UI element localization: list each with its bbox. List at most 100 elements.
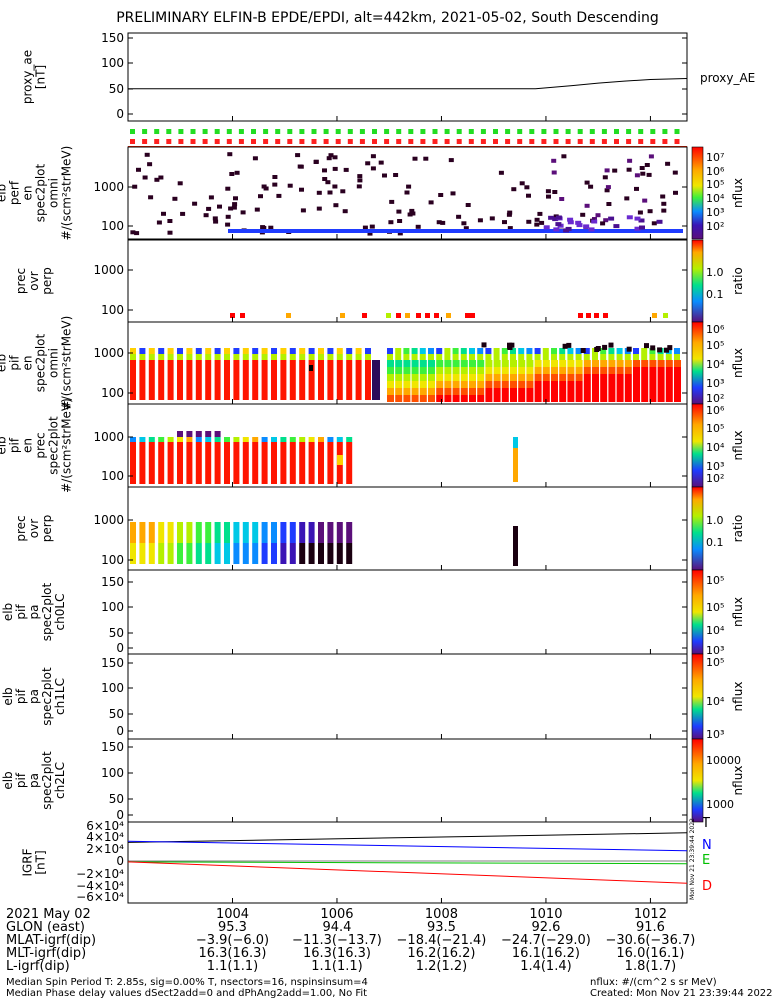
heatmap-cell [336, 543, 343, 550]
heatmap-cell [567, 367, 575, 374]
heatmap-cell [526, 193, 531, 198]
heatmap-cell [357, 174, 363, 179]
heatmap-cell [186, 522, 193, 529]
heatmap-cell [130, 442, 136, 484]
heatmap-cell [469, 348, 475, 354]
colorbar-tick-label: 0.1 [706, 288, 724, 301]
ylabel-pif_omni: elb pif en spec2plot omni #/(scm²strMeV) [0, 316, 74, 411]
flag-dot-green [287, 129, 293, 134]
flag-dot-red [638, 139, 644, 144]
heatmap-cell [139, 437, 146, 442]
heatmap-cell [501, 360, 509, 367]
heatmap-cell [233, 536, 240, 543]
heatmap-cell [674, 367, 681, 374]
heatmap-cells-ratio-1 [230, 313, 668, 318]
heatmap-cell [242, 522, 249, 529]
flag-dot-red [662, 139, 668, 144]
heatmap-cell [261, 348, 268, 354]
ytick-label: 100 [101, 219, 124, 233]
heatmap-cell [144, 152, 150, 157]
heatmap-cell [608, 388, 616, 395]
heatmap-cell [186, 431, 193, 437]
heatmap-cell [280, 442, 287, 484]
heatmap-cell [469, 360, 476, 367]
colorbar-tick-label: 10⁴ [706, 624, 725, 637]
heatmap-cell [132, 184, 138, 189]
footer-value: −18.4(−21.4) [396, 933, 487, 948]
heatmap-cell [242, 557, 249, 564]
heatmap-cell [567, 217, 574, 222]
heatmap-cell [438, 193, 444, 197]
heatmap-cell [370, 154, 376, 159]
heatmap-cell [167, 219, 173, 223]
heatmap-cell [343, 167, 349, 172]
heatmap-cell [477, 395, 485, 402]
heatmap-cell [318, 437, 324, 442]
heatmap-cell [624, 367, 632, 374]
heatmap-cell [428, 348, 434, 354]
flag-dot-green [493, 129, 498, 134]
heatmap-cell [205, 522, 212, 529]
heatmap-cell [604, 168, 610, 173]
heatmap-cell [539, 220, 545, 225]
heatmap-cell [551, 381, 558, 388]
heatmap-cell [583, 354, 590, 360]
heatmap-cell [372, 360, 380, 400]
heatmap-cell [534, 374, 542, 381]
heatmap-cell [299, 550, 306, 557]
flag-dot-red [335, 139, 341, 144]
heatmap-cell [205, 360, 212, 400]
heatmap-cell [224, 522, 230, 529]
heatmap-cell [228, 229, 683, 233]
heatmap-cell [660, 194, 666, 199]
heatmap-cell [139, 550, 146, 557]
heatmap-cell [419, 348, 426, 354]
ylabel-line: IGRF [21, 848, 35, 876]
heatmap-cell [411, 388, 419, 395]
colorbar-label: nflux [731, 766, 745, 796]
heatmap-cell [167, 522, 174, 529]
flag-dot-green [541, 129, 547, 134]
flag-dot-green [335, 129, 341, 134]
heatmap-cell [656, 219, 663, 224]
heatmap-cell [233, 529, 240, 536]
heatmap-cell [318, 442, 324, 484]
panel-frame-proxy-ae [127, 32, 688, 122]
heatmap-cell [534, 222, 540, 227]
heatmap-cell [214, 354, 221, 360]
heatmap-cell [602, 344, 608, 350]
heatmap-cell [641, 348, 648, 354]
heatmap-cell [452, 354, 459, 360]
heatmap-cell [224, 557, 230, 564]
footer-label-date: 2021 May 02 [6, 907, 91, 922]
heatmap-cell [477, 388, 485, 395]
heatmap-cell [195, 550, 202, 557]
heatmap-cell [142, 175, 148, 180]
heatmap-cell [633, 367, 640, 374]
heatmap-cell [177, 360, 183, 400]
flag-dot-green [251, 129, 256, 134]
panel-frame-pa_ch1 [127, 653, 688, 740]
flag-dot-red [553, 139, 559, 144]
flag-dot-green [178, 129, 184, 134]
heatmap-cell [603, 218, 609, 223]
heatmap-cell [327, 536, 334, 543]
heatmap-cell [148, 354, 155, 360]
flag-dot-green [154, 129, 160, 134]
heatmap-cells-omni [130, 342, 681, 402]
heatmap-cell [396, 209, 402, 214]
heatmap-cell [252, 354, 259, 360]
flag-dot-red [396, 139, 402, 144]
ylabel-line: pif [14, 688, 28, 704]
heatmap-cell [575, 381, 583, 388]
heatmap-cell [148, 550, 155, 557]
heatmap-cell [460, 354, 467, 360]
heatmap-cell [316, 206, 322, 211]
plot-title: PRELIMINARY ELFIN-B EPDE/EPDI, alt=442km… [116, 10, 659, 26]
heatmap-cell [289, 550, 296, 557]
heatmap-cell [657, 367, 665, 374]
flag-dot-green [529, 129, 535, 134]
heatmap-cell [633, 395, 640, 402]
heatmap-cell [214, 437, 221, 442]
heatmap-cell [649, 381, 657, 388]
